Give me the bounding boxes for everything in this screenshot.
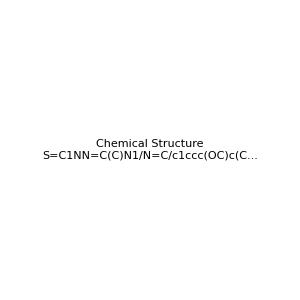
Text: Chemical Structure
S=C1NN=C(C)N1/N=C/c1ccc(OC)c(C...: Chemical Structure S=C1NN=C(C)N1/N=C/c1c… bbox=[42, 139, 258, 161]
